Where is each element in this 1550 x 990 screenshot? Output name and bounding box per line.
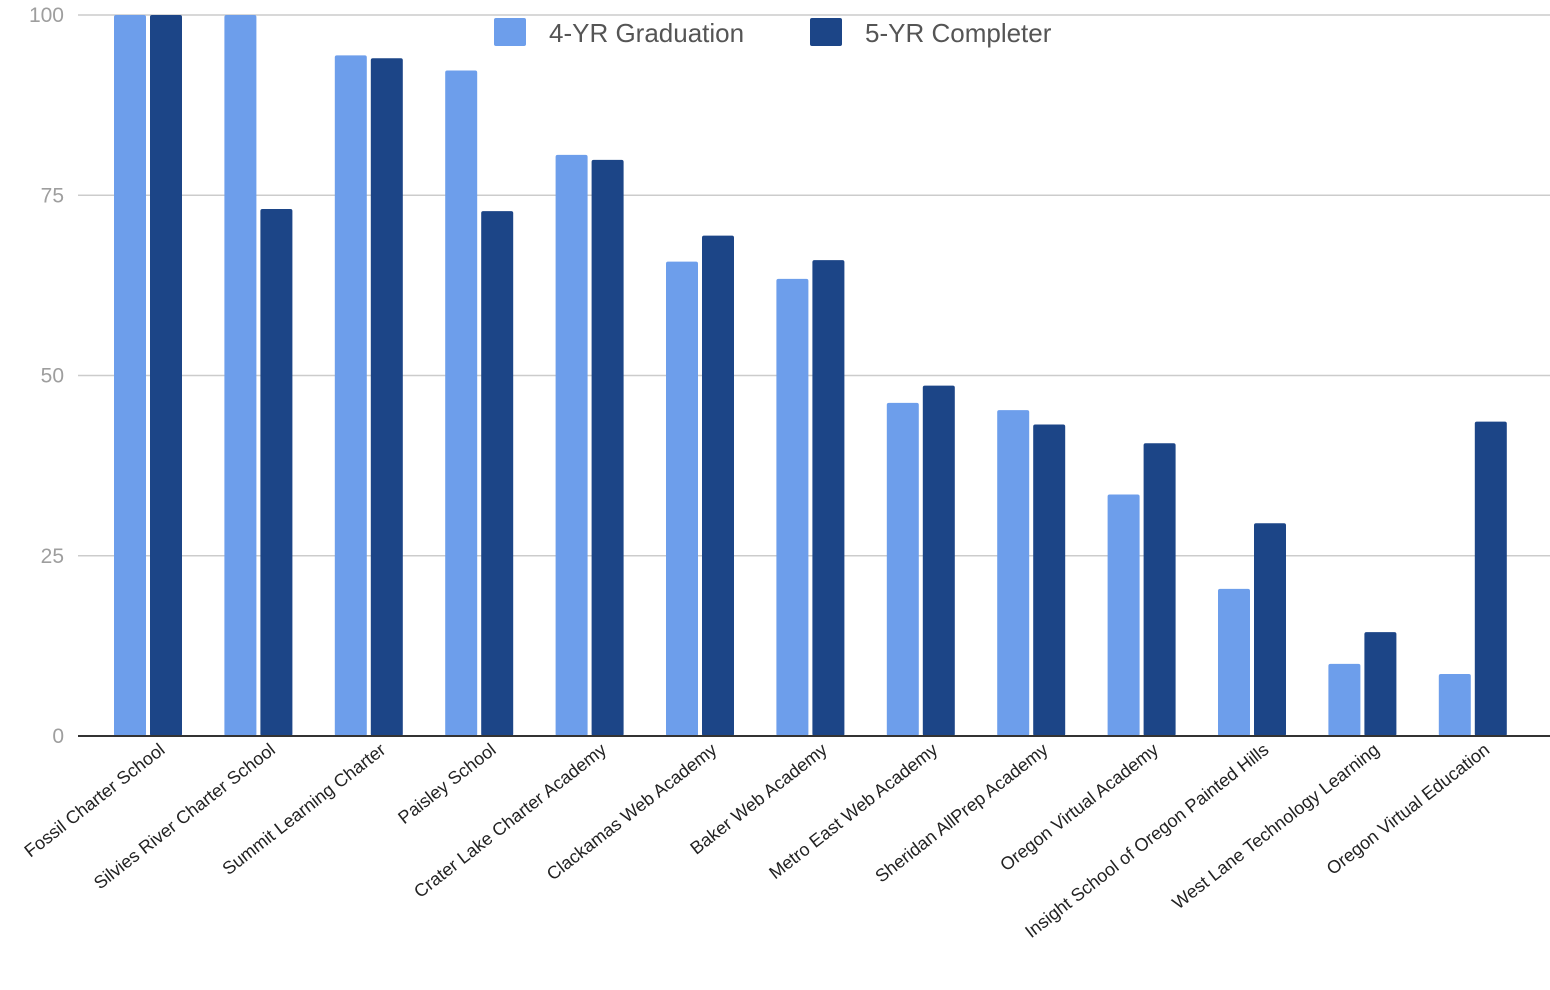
y-tick-label: 75	[41, 184, 64, 207]
x-tick-label: Silvies River Charter School	[90, 739, 279, 893]
x-tick-label: Paisley School	[394, 739, 499, 827]
bar-graduation-4yr	[1438, 673, 1471, 736]
bar-graduation-4yr	[1107, 494, 1140, 736]
y-tick-label: 0	[52, 725, 64, 748]
bar-graduation-4yr	[776, 278, 809, 736]
bar-graduation-4yr	[114, 15, 146, 736]
bar-graduation-4yr	[224, 15, 257, 736]
bars	[114, 15, 1507, 737]
legend-swatch	[494, 18, 526, 46]
bar-completer-5yr	[150, 15, 182, 736]
legend-swatch	[810, 18, 842, 46]
bar-completer-5yr	[481, 211, 514, 736]
bar-completer-5yr	[260, 208, 293, 737]
bar-graduation-4yr	[1218, 588, 1250, 736]
bar-completer-5yr	[812, 260, 845, 736]
bar-completer-5yr	[1254, 523, 1286, 736]
y-tick-label: 25	[41, 545, 64, 568]
bar-completer-5yr	[370, 58, 403, 736]
bar-completer-5yr	[1033, 424, 1066, 736]
bar-completer-5yr	[1474, 421, 1507, 736]
y-tick-label: 50	[41, 365, 64, 388]
x-tick-label: Crater Lake Charter Academy	[410, 739, 610, 901]
bar-graduation-4yr	[666, 261, 698, 736]
legend-label: 5-YR Completer	[865, 18, 1052, 48]
y-tick-label: 100	[29, 4, 64, 27]
bar-graduation-4yr	[997, 410, 1030, 736]
bar-completer-5yr	[1143, 443, 1176, 736]
x-tick-label: Insight School of Oregon Painted Hills	[1021, 739, 1272, 941]
bar-graduation-4yr	[555, 154, 588, 736]
legend: 4-YR Graduation 5-YR Completer	[494, 18, 1052, 48]
x-tick-label: West Lane Technology Learning	[1168, 739, 1382, 913]
x-tick-label: Sheridan AllPrep Academy	[871, 739, 1051, 886]
bar-completer-5yr	[591, 159, 624, 736]
legend-label: 4-YR Graduation	[549, 18, 744, 48]
bar-graduation-4yr	[886, 402, 919, 736]
bar-graduation-4yr	[445, 70, 478, 737]
bar-graduation-4yr	[1328, 663, 1361, 736]
bar-completer-5yr	[922, 385, 955, 736]
bar-graduation-4yr	[334, 55, 367, 737]
bar-completer-5yr	[1364, 632, 1397, 736]
bar-completer-5yr	[702, 235, 734, 736]
